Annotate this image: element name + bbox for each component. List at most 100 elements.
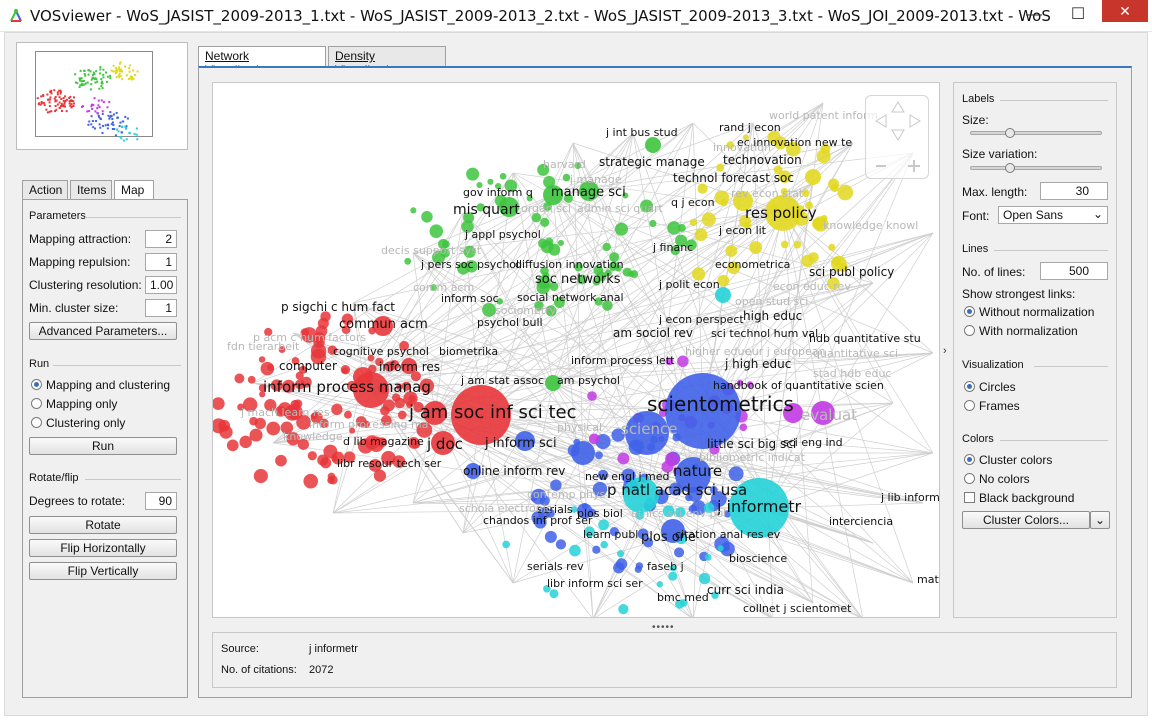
major-node[interactable] (729, 478, 789, 538)
yellow-cluster-node[interactable] (720, 198, 728, 207)
yellow-cluster-node[interactable] (837, 184, 854, 201)
map-label[interactable]: nature (673, 462, 723, 480)
green-cluster-node[interactable] (640, 199, 654, 213)
yellow-cluster-node[interactable] (812, 216, 829, 232)
red-cluster-node[interactable] (295, 371, 304, 380)
tab-items[interactable]: Items (70, 180, 112, 200)
green-cluster-node[interactable] (562, 173, 571, 182)
maximize-button[interactable]: ☐ (1070, 6, 1086, 23)
rotate-button[interactable]: Rotate (29, 516, 177, 534)
green-cluster-node[interactable] (667, 221, 681, 235)
map-overview[interactable] (16, 42, 188, 150)
map-label[interactable]: technovation (723, 153, 802, 167)
blue-cluster-node[interactable] (587, 508, 597, 517)
yellow-cluster-node[interactable] (689, 218, 698, 227)
map-label[interactable]: ec innovation new te (737, 136, 853, 149)
map-label[interactable]: curr sci india (707, 583, 784, 597)
yellow-cluster-node[interactable] (773, 165, 783, 175)
red-cluster-node[interactable] (406, 401, 414, 409)
green-cluster-node[interactable] (526, 195, 533, 202)
blue-cluster-node[interactable] (611, 428, 625, 442)
map-label[interactable]: learn publ (583, 528, 639, 541)
green-cluster-node[interactable] (544, 237, 554, 247)
cyan-cluster-node[interactable] (598, 519, 610, 531)
cyan-cluster-node[interactable] (569, 544, 581, 557)
cyan-cluster-node[interactable] (668, 571, 678, 581)
red-cluster-node[interactable] (275, 405, 287, 417)
map-label[interactable]: sci technol hum val (711, 327, 819, 340)
red-cluster-node[interactable] (234, 373, 245, 384)
green-cluster-node[interactable] (592, 277, 601, 286)
black-background-checkbox[interactable]: Black background (964, 491, 1074, 505)
radio-no-colors[interactable]: No colors (964, 472, 1030, 486)
red-cluster-node[interactable] (381, 450, 396, 466)
map-label[interactable]: physical (557, 421, 603, 434)
green-cluster-node[interactable] (504, 179, 518, 192)
red-cluster-node[interactable] (294, 379, 306, 390)
cyan-cluster-node[interactable] (570, 506, 578, 513)
red-cluster-node[interactable] (392, 455, 406, 468)
green-cluster-node[interactable] (557, 239, 564, 247)
map-label[interactable]: j mach learn res (241, 406, 330, 419)
red-cluster-node[interactable] (411, 440, 421, 449)
green-cluster-node[interactable] (410, 207, 417, 214)
size-variation-slider[interactable] (970, 166, 1102, 170)
major-node[interactable] (579, 181, 599, 201)
yellow-cluster-node[interactable] (725, 245, 738, 257)
green-cluster-node[interactable] (466, 167, 480, 181)
map-label[interactable]: econ educ rev (773, 280, 851, 293)
cyan-cluster-node[interactable] (698, 572, 711, 585)
blue-cluster-node[interactable] (544, 530, 557, 543)
cyan-cluster-node[interactable] (662, 505, 675, 518)
map-label[interactable]: econometrica (715, 258, 791, 271)
map-label[interactable]: ethics sci env pol (631, 507, 727, 520)
red-cluster-node[interactable] (287, 404, 303, 420)
blue-cluster-node[interactable] (581, 503, 589, 510)
map-label[interactable]: res policy (745, 204, 817, 222)
major-node[interactable] (675, 457, 711, 493)
map-label[interactable]: innovation (713, 141, 772, 154)
cyan-cluster-node[interactable] (703, 502, 715, 514)
green-cluster-node[interactable] (499, 172, 507, 180)
red-cluster-node[interactable] (396, 383, 403, 390)
green-cluster-node[interactable] (685, 239, 697, 251)
blue-cluster-node[interactable] (637, 528, 649, 540)
major-node[interactable] (733, 191, 753, 211)
grip-dots-icon[interactable]: ••••• (652, 622, 675, 633)
red-cluster-node[interactable] (319, 418, 329, 429)
blue-cluster-node[interactable] (728, 466, 744, 482)
map-label[interactable]: higher educ (685, 345, 751, 358)
pan-left-icon[interactable] (875, 114, 887, 128)
close-button[interactable]: ✕ (1102, 0, 1148, 22)
purple-cluster-node[interactable] (665, 357, 674, 366)
purple-cluster-node[interactable] (661, 460, 674, 473)
map-label[interactable]: world patent inform (769, 109, 879, 122)
red-cluster-node[interactable] (266, 421, 281, 436)
cyan-cluster-node[interactable] (618, 603, 629, 615)
cyan-cluster-node[interactable] (669, 564, 677, 572)
green-cluster-node[interactable] (463, 245, 476, 258)
green-cluster-node[interactable] (594, 297, 603, 306)
map-label[interactable]: j econ perspect (659, 313, 744, 326)
yellow-cluster-node[interactable] (805, 201, 813, 210)
radio-mapping-only[interactable]: Mapping only (31, 397, 117, 411)
font-select[interactable]: Open Sans ⌄ (998, 206, 1108, 224)
red-cluster-node[interactable] (237, 403, 245, 411)
cyan-cluster-node[interactable] (600, 540, 609, 549)
red-cluster-node[interactable] (264, 327, 273, 337)
red-cluster-node[interactable] (397, 410, 407, 420)
green-cluster-node[interactable] (574, 162, 582, 169)
map-label[interactable]: inform process manag (263, 378, 431, 396)
purple-cluster-node[interactable] (677, 355, 689, 368)
map-label[interactable]: j am stat assoc (461, 374, 545, 387)
radio-with-normalization[interactable]: With normalization (964, 324, 1078, 338)
blue-cluster-node[interactable] (691, 500, 706, 515)
size-slider[interactable] (970, 131, 1102, 135)
map-label[interactable]: j high educ (725, 357, 792, 371)
green-cluster-node[interactable] (537, 163, 550, 176)
green-cluster-node[interactable] (554, 297, 565, 308)
yellow-cluster-node[interactable] (816, 149, 831, 164)
map-label[interactable]: open stud sci (735, 295, 809, 308)
red-cluster-node[interactable] (280, 421, 294, 435)
red-cluster-node[interactable] (399, 340, 410, 351)
